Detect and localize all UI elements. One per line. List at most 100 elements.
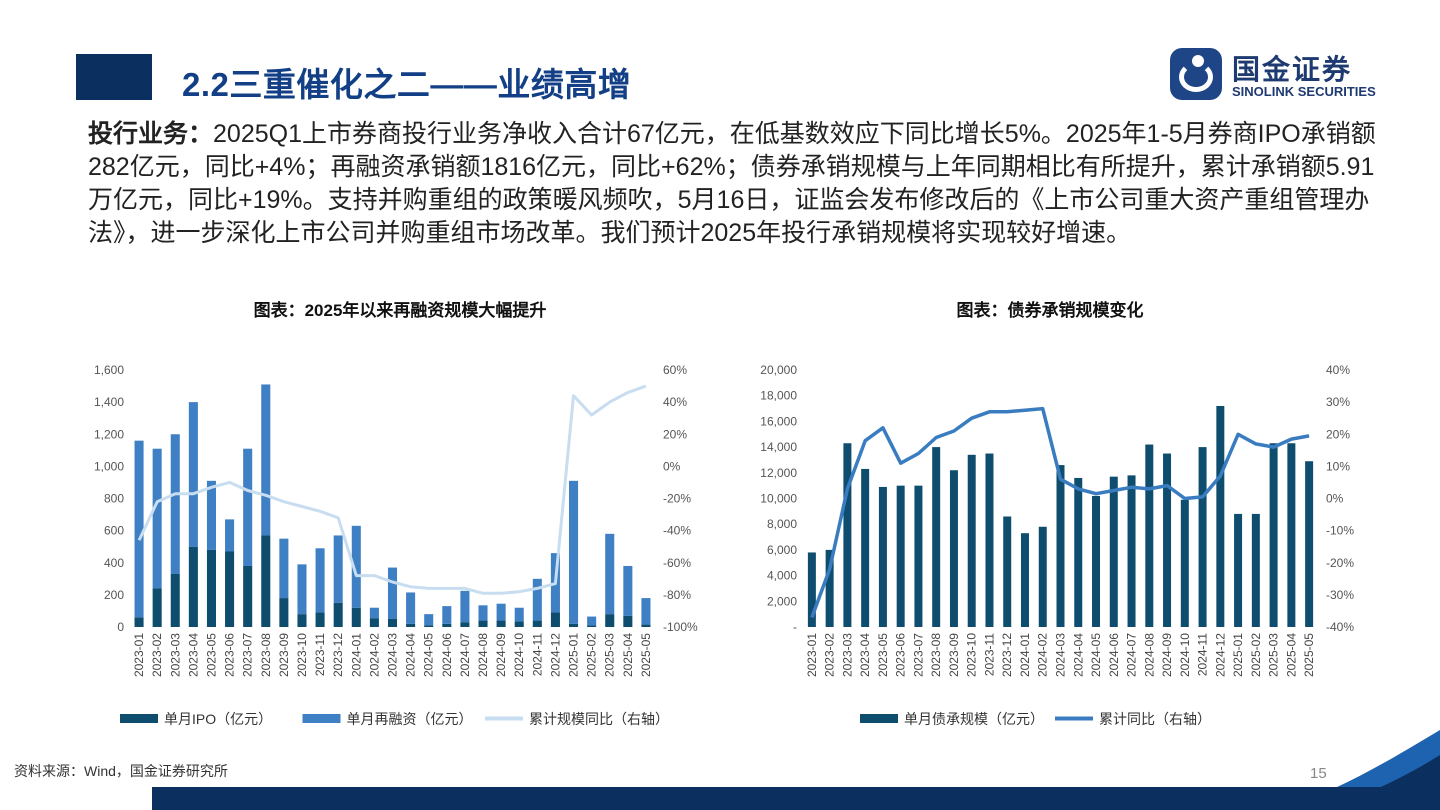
bar <box>315 612 325 627</box>
bar <box>351 525 361 608</box>
x-tick-label: 2025-01 <box>1231 633 1245 677</box>
bar <box>1198 447 1207 627</box>
y-tick-label: 12,000 <box>760 466 797 480</box>
y2-tick-label: 20% <box>663 427 687 441</box>
bar <box>496 620 506 627</box>
bar <box>878 486 887 627</box>
bar <box>914 485 923 627</box>
y-tick-label: 800 <box>104 492 124 506</box>
y2-tick-label: 10% <box>1326 459 1350 473</box>
x-tick-label: 2024-04 <box>1071 633 1085 677</box>
title-accent-block <box>76 54 152 100</box>
legend-swatch <box>120 714 158 723</box>
bar <box>1092 495 1101 627</box>
bar <box>1038 526 1047 627</box>
x-tick-label: 2025-01 <box>567 633 581 677</box>
bar <box>1145 444 1154 627</box>
bar <box>225 551 235 627</box>
bar <box>949 470 958 627</box>
legend-swatch <box>302 714 341 723</box>
bar <box>967 454 976 627</box>
x-tick-label: 2024-08 <box>1142 633 1156 677</box>
bar <box>261 535 271 627</box>
x-tick-label: 2024-08 <box>476 633 490 677</box>
y2-tick-label: 30% <box>1326 395 1350 409</box>
x-tick-label: 2024-12 <box>1213 633 1227 677</box>
bar <box>641 598 651 625</box>
y-tick-label: 1,400 <box>94 395 124 409</box>
x-tick-label: 2024-03 <box>386 633 400 677</box>
x-tick-label: 2025-02 <box>1249 633 1263 677</box>
x-tick-label: 2024-06 <box>440 633 454 677</box>
y-tick-label: 20,000 <box>760 363 797 377</box>
page-title: 2.2三重催化之二——业绩高增 <box>182 66 632 103</box>
y2-tick-label: -40% <box>1326 620 1354 634</box>
y2-tick-label: 40% <box>1326 363 1350 377</box>
y-tick-label: 400 <box>104 556 124 570</box>
bar <box>460 622 470 627</box>
bar <box>1074 477 1083 627</box>
x-tick-label: 2023-04 <box>858 633 872 677</box>
bar <box>569 623 579 627</box>
y2-tick-label: 20% <box>1326 427 1350 441</box>
x-tick-label: 2023-10 <box>965 633 979 677</box>
x-tick-label: 2024-03 <box>1054 633 1068 677</box>
bar <box>532 578 542 621</box>
x-tick-label: 2025-05 <box>639 633 653 677</box>
bar <box>297 564 307 615</box>
chart1-title: 图表：2025年以来再融资规模大幅提升 <box>253 301 547 320</box>
body-paragraph: 投行业务：2025Q1上市券商投行业务净收入合计67亿元，在低基数效应下同比增长… <box>88 118 1398 250</box>
bar <box>807 552 816 627</box>
bar <box>387 618 398 627</box>
bar <box>279 598 289 627</box>
bar <box>369 618 379 627</box>
bar <box>478 605 488 621</box>
bar <box>1251 513 1260 627</box>
source-note: 资料来源：Wind，国金证券研究所 <box>14 763 228 779</box>
x-tick-label: 2024-01 <box>1018 633 1032 677</box>
x-tick-label: 2023-06 <box>894 633 908 677</box>
y-tick-label: 18,000 <box>760 389 797 403</box>
x-tick-label: 2024-07 <box>458 633 472 677</box>
bar <box>188 402 198 547</box>
y2-tick-label: -100% <box>663 620 698 634</box>
series-line <box>810 406 1310 619</box>
bar <box>1127 475 1136 627</box>
y-tick-label: - <box>793 620 797 634</box>
bar <box>369 607 379 619</box>
x-tick-label: 2024-02 <box>1036 633 1050 677</box>
x-tick-label: 2024-10 <box>1178 633 1192 677</box>
y2-tick-label: -20% <box>663 492 691 506</box>
bar <box>152 588 162 627</box>
bar <box>641 624 651 627</box>
x-tick-label: 2024-02 <box>367 633 381 677</box>
bar <box>569 480 579 624</box>
bar <box>243 448 253 566</box>
bar <box>496 603 506 621</box>
bar <box>1056 465 1065 627</box>
bar <box>1003 516 1012 627</box>
x-tick-label: 2023-08 <box>259 633 273 677</box>
y-tick-label: 200 <box>104 588 124 602</box>
bar <box>206 549 216 627</box>
x-tick-label: 2025-04 <box>621 633 635 677</box>
bar <box>985 453 994 627</box>
x-tick-label: 2024-05 <box>1089 633 1103 677</box>
x-tick-label: 2024-06 <box>1107 633 1121 677</box>
y-tick-label: 0 <box>117 620 124 634</box>
logo-name-en: SINOLINK SECURITIES <box>1232 84 1376 99</box>
legend-label: 单月IPO（亿元） <box>164 711 272 727</box>
bar <box>896 485 905 627</box>
x-tick-label: 2023-10 <box>295 633 309 677</box>
x-tick-label: 2023-09 <box>277 633 291 677</box>
bar <box>225 519 235 552</box>
bar <box>623 565 633 616</box>
x-tick-label: 2024-07 <box>1125 633 1139 677</box>
bar <box>442 623 452 627</box>
x-tick-label: 2024-09 <box>494 633 508 677</box>
bar <box>587 625 597 627</box>
x-tick-label: 2023-02 <box>823 633 837 677</box>
y2-tick-label: 0% <box>663 459 681 473</box>
bar <box>243 565 253 627</box>
x-tick-label: 2024-05 <box>422 633 436 677</box>
